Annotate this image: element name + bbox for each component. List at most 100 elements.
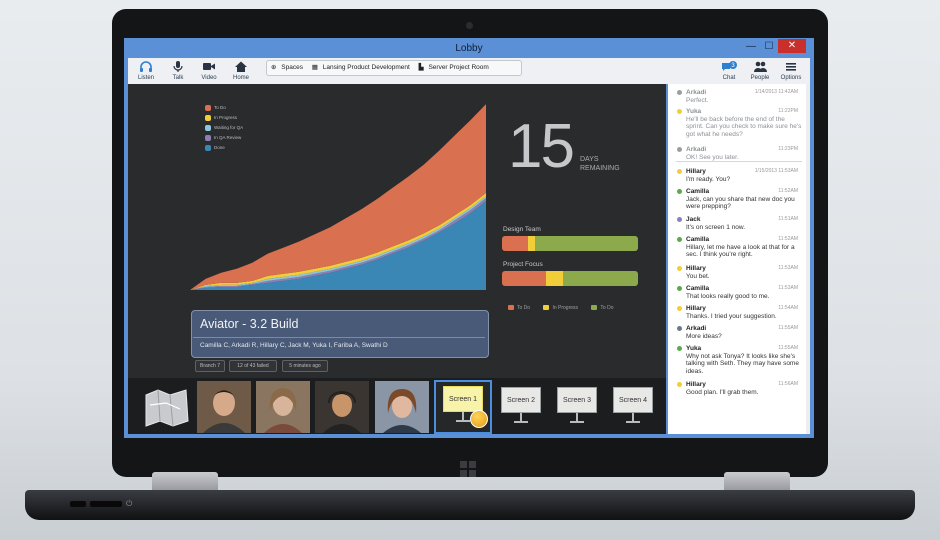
legend-label: Done	[214, 145, 225, 150]
card-divider	[193, 337, 485, 338]
chat-icon: 3	[722, 61, 737, 71]
legend-item: In Progress	[205, 114, 243, 124]
screen-1-tile[interactable]: Screen 1	[434, 380, 492, 434]
options-button[interactable]: Options	[778, 60, 804, 84]
avatar	[315, 381, 369, 433]
progress-segment-todo	[502, 236, 528, 251]
message-time: 1/14/2013 11:42AM	[754, 89, 798, 95]
screen-base	[626, 421, 640, 423]
headphones-icon	[140, 61, 152, 72]
screen-4-tile[interactable]: Screen 4	[605, 383, 661, 431]
webcam-icon	[466, 22, 473, 29]
screen-stand	[576, 413, 578, 421]
chat-date-divider	[676, 161, 802, 162]
presence-dot	[677, 217, 682, 222]
progress-segment-done	[563, 271, 638, 286]
legend-item: Waiting for QA	[205, 124, 243, 134]
active-presenter-avatar	[470, 410, 488, 428]
chat-badge: 3	[731, 63, 735, 69]
chat-panel	[668, 84, 810, 434]
close-button[interactable]: ✕	[778, 39, 806, 53]
breadcrumb-server-room[interactable]: Server Project Room	[428, 64, 489, 71]
screen-3-tile[interactable]: Screen 3	[549, 383, 605, 431]
minimize-button[interactable]: —	[746, 41, 756, 52]
chat-message: Camilla 11:52AM Hillary, let me have a loo…	[677, 236, 802, 259]
home-icon	[235, 61, 247, 72]
people-button[interactable]: People	[747, 60, 773, 84]
breadcrumb-lansing[interactable]: Lansing Product Development	[322, 64, 410, 71]
message-sender: Jack	[686, 216, 701, 223]
presence-dot	[677, 147, 682, 152]
screen-3-label: Screen 3	[557, 387, 597, 413]
message-time: 11:53AM	[778, 285, 798, 291]
chat-message: Hillary 1/15/2013 11:53AM I'm ready. You?	[677, 168, 802, 183]
screen-1-label: Screen 1	[443, 386, 483, 412]
people-label: People	[750, 75, 770, 81]
message-sender: Hillary	[686, 168, 706, 175]
message-sender: Arkadi	[686, 89, 707, 96]
status-label: To Do	[600, 305, 614, 311]
message-text: Jack, can you share that new doc you wer…	[686, 195, 795, 211]
presence-dot	[677, 169, 682, 174]
presence-dot	[677, 237, 682, 242]
windows-logo-icon	[458, 459, 478, 479]
laptop-base	[25, 490, 915, 520]
message-time: 11:22PM	[778, 108, 798, 114]
maximize-button[interactable]: ☐	[764, 41, 774, 52]
chat-message: Arkadi 11:55AM More ideas?	[677, 325, 802, 340]
chat-scrollbar[interactable]	[806, 84, 810, 434]
status-swatch	[508, 305, 514, 311]
message-sender: Camilla	[686, 236, 710, 243]
right-hinge	[724, 472, 790, 494]
message-text: You bet.	[686, 272, 710, 280]
progress-segment-done	[534, 236, 638, 251]
screen-stand	[462, 412, 464, 420]
listen-button[interactable]: Listen	[133, 60, 159, 84]
participant-video[interactable]	[256, 381, 310, 433]
build-title: Aviator - 3.2 Build	[200, 317, 299, 331]
status-swatch	[543, 305, 550, 311]
message-text: Good plan. I'll grab them.	[686, 388, 759, 396]
updated-time-tag: 5 minutes ago	[282, 360, 328, 372]
participant-video[interactable]	[197, 381, 251, 433]
breadcrumb-spaces[interactable]: Spaces	[281, 64, 303, 71]
chat-message: Camilla 11:53AM That looks really good to …	[677, 285, 802, 300]
legend-swatch	[205, 124, 211, 131]
window-title: Lobby	[128, 40, 810, 58]
build-info-card[interactable]	[191, 310, 489, 358]
message-sender: Yuka	[686, 345, 702, 352]
presence-dot	[677, 306, 682, 311]
area-series-done	[190, 201, 486, 290]
message-text: OK! See you later.	[686, 153, 739, 161]
screen-4-label: Screen 4	[613, 387, 653, 413]
chat-message: Yuka 11:22PM He'll be back before the end …	[677, 108, 802, 138]
chat-message: Jack 11:51AM It's on screen 1 now.	[677, 216, 802, 231]
participant-video[interactable]	[375, 381, 429, 433]
message-text: That looks really good to me.	[686, 292, 770, 300]
map-thumbnail[interactable]	[140, 381, 194, 433]
video-button[interactable]: Video	[196, 60, 222, 84]
chat-message: Yuka 11:55AM Why not ask Tonya? It looks l…	[677, 345, 802, 375]
room-icon: ▙	[418, 64, 424, 71]
chat-message: Hillary 11:54AM Thanks. I tried your sugge…	[677, 305, 802, 320]
screen-2-tile[interactable]: Screen 2	[493, 383, 549, 431]
message-time: 11:55AM	[778, 345, 798, 351]
message-time: 11:55AM	[778, 325, 798, 331]
failed-tests-tag: 12 of 43 failed	[229, 360, 277, 372]
presence-dot	[677, 266, 682, 271]
home-label: Home	[232, 75, 249, 81]
legend-swatch	[205, 144, 211, 151]
message-text: It's on screen 1 now.	[686, 223, 746, 231]
chat-button[interactable]: 3 Chat	[716, 60, 742, 84]
presence-dot	[677, 90, 682, 95]
participant-video[interactable]	[315, 381, 369, 433]
building-icon: ▦	[311, 64, 318, 71]
days-label-line2: REMAINING	[580, 165, 620, 172]
legend-item: To Do	[205, 104, 243, 114]
message-text: Why not ask Tonya? It looks like she's t…	[686, 352, 799, 375]
chart-legend: To Do In Progress Waiting for QA In QA R…	[205, 104, 243, 154]
build-members: Camilla C, Arkadi R, Hillary C, Jack M, …	[200, 342, 388, 349]
power-icon[interactable]: ⏻	[126, 499, 133, 508]
talk-button[interactable]: Talk	[165, 60, 191, 84]
home-button[interactable]: Home	[228, 60, 254, 84]
